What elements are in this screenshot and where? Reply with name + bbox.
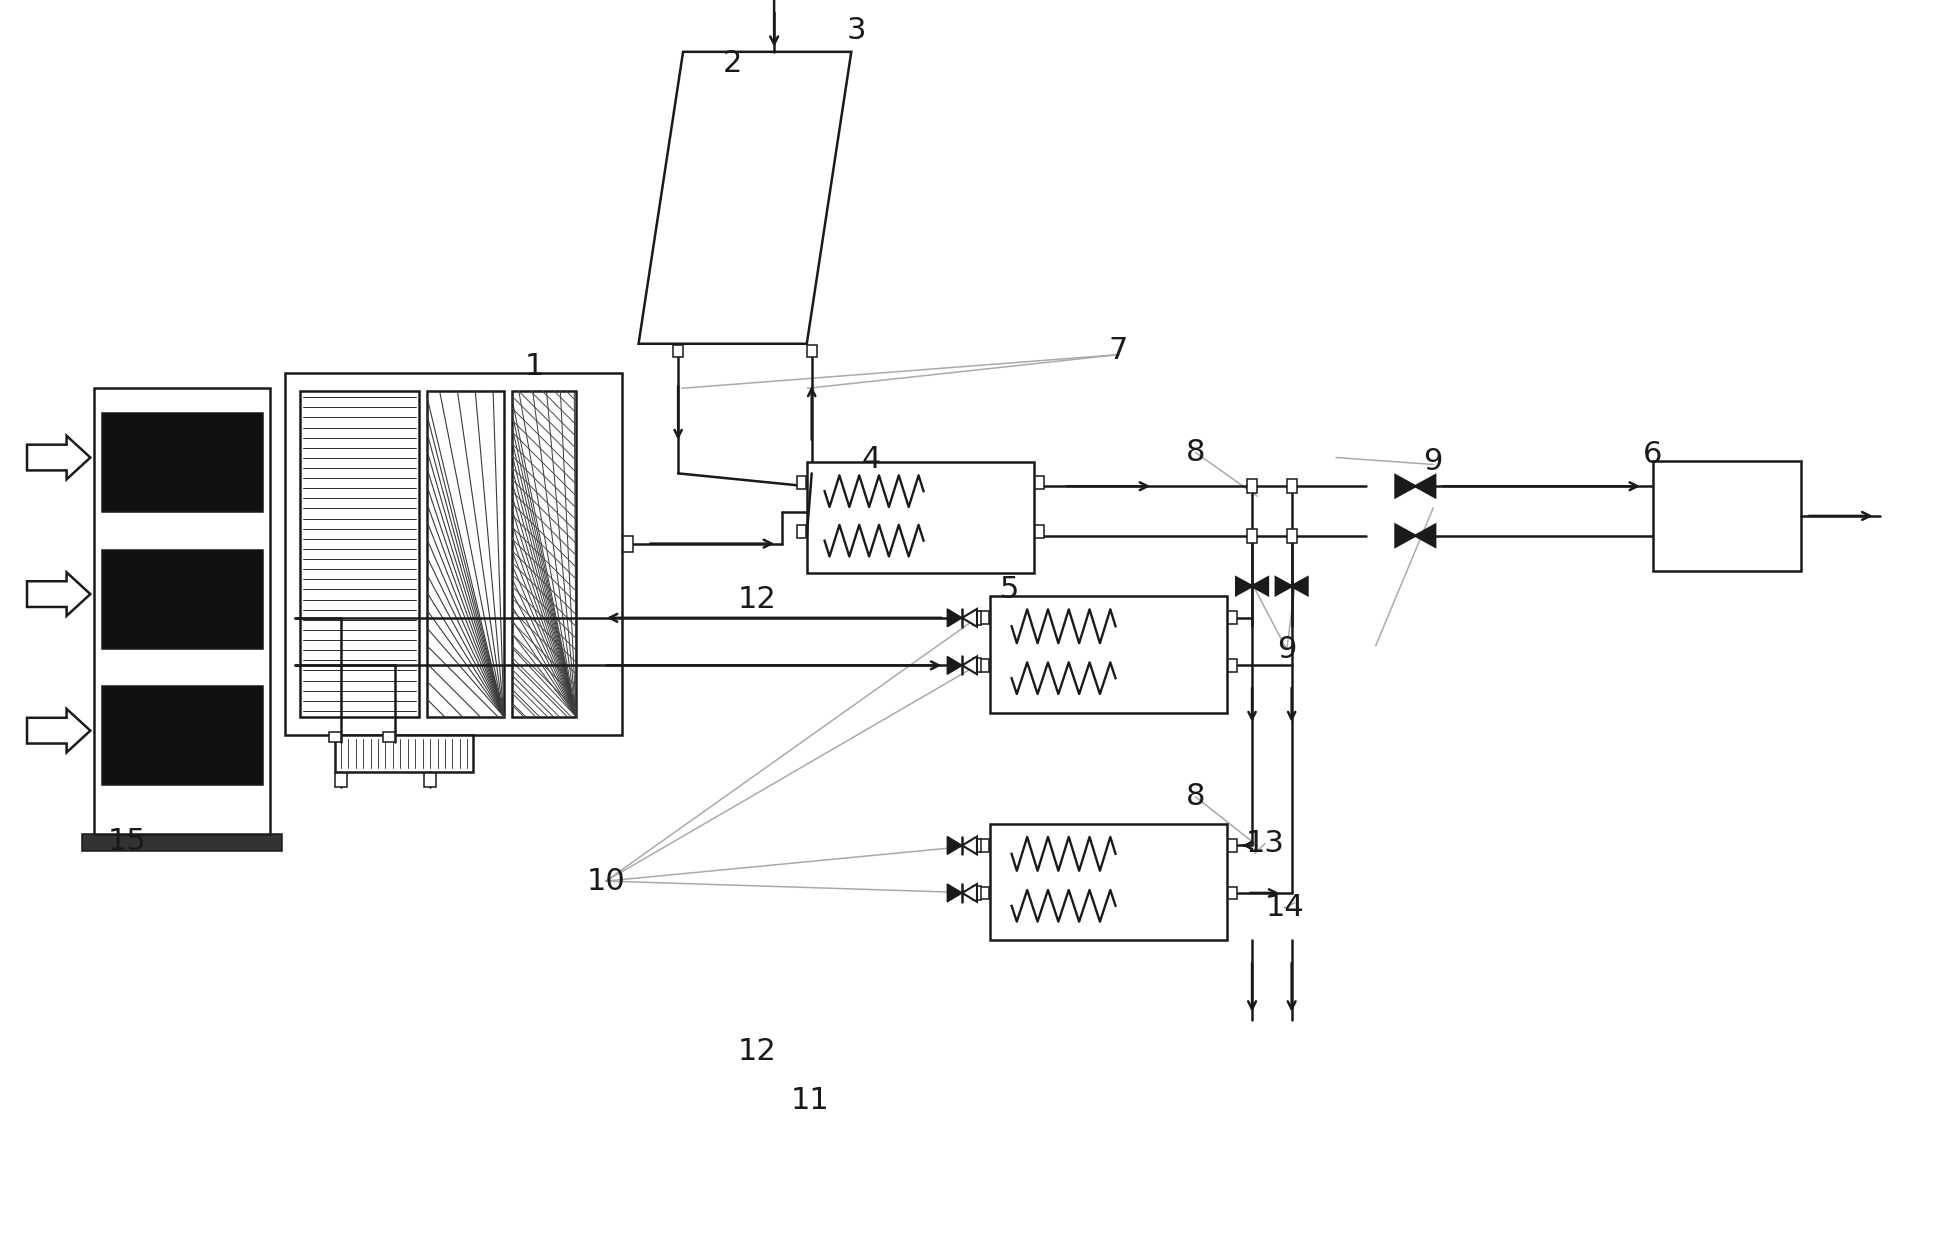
Bar [972,658,982,672]
Bar [101,687,263,785]
Bar [1227,887,1237,899]
Bar [806,463,1034,573]
Polygon shape [27,435,90,479]
Polygon shape [947,884,962,902]
Bar [980,839,990,852]
Bar [82,834,282,851]
Bar [972,886,982,899]
Bar [384,731,395,741]
Polygon shape [27,709,90,752]
Bar [335,773,347,787]
Bar [980,887,990,899]
Bar [797,526,806,538]
Bar [1286,528,1295,543]
Text: 15: 15 [107,828,146,856]
Bar [797,476,806,489]
Text: 11: 11 [791,1086,828,1116]
Text: 4: 4 [861,445,880,474]
Text: 10: 10 [586,867,625,896]
Bar [300,391,419,716]
Bar [329,731,341,741]
Polygon shape [639,52,851,344]
Text: 6: 6 [1642,440,1662,469]
Bar [990,596,1227,713]
Text: 1: 1 [524,353,543,381]
Bar [427,391,505,716]
Bar [284,374,621,735]
Polygon shape [962,609,976,627]
Bar [1227,611,1237,625]
Bar [623,536,633,552]
Bar [1286,479,1295,494]
Bar [1652,460,1800,571]
Text: 7: 7 [1108,336,1128,365]
Bar [972,839,982,852]
Polygon shape [947,657,962,674]
Bar [1034,476,1044,489]
Polygon shape [947,609,962,627]
Bar [1034,526,1044,538]
Text: 12: 12 [738,1037,775,1066]
Bar [101,413,263,512]
Bar [1247,479,1256,494]
Polygon shape [1292,578,1307,595]
Polygon shape [27,573,90,616]
Text: 8: 8 [1184,783,1204,811]
Polygon shape [1395,524,1414,547]
Text: 5: 5 [999,575,1019,604]
Bar [980,611,990,625]
Polygon shape [1414,475,1434,497]
Polygon shape [947,836,962,855]
Bar [423,773,436,787]
Bar [101,549,263,648]
Polygon shape [962,657,976,674]
Bar [990,824,1227,940]
Polygon shape [1235,578,1251,595]
Text: 12: 12 [738,585,775,614]
Polygon shape [962,836,976,855]
Bar [806,345,816,356]
Text: 3: 3 [845,16,865,45]
Text: 8: 8 [1184,438,1204,468]
Bar [1247,528,1256,543]
Polygon shape [1251,578,1268,595]
Bar [512,391,577,716]
Bar [1227,659,1237,672]
Bar [1227,839,1237,852]
Text: 9: 9 [1422,447,1442,476]
Text: 13: 13 [1245,829,1284,858]
Polygon shape [1276,578,1292,595]
Bar [672,345,682,356]
Bar [94,388,271,834]
Polygon shape [1414,524,1434,547]
Text: 14: 14 [1264,893,1303,923]
Text: 9: 9 [1276,635,1295,664]
Bar [335,735,473,772]
Bar [980,659,990,672]
Polygon shape [962,884,976,902]
Text: 2: 2 [723,49,742,78]
Polygon shape [1395,475,1414,497]
Bar [972,611,982,625]
